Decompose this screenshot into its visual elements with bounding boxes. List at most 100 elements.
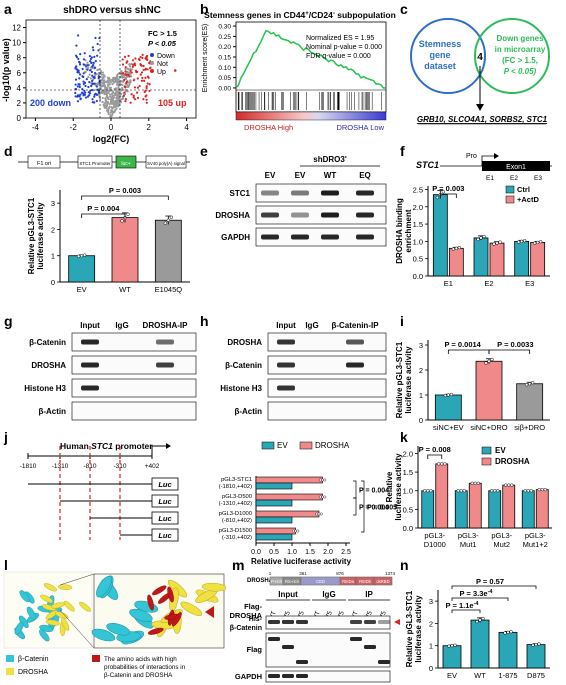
panel-letter-e: e <box>200 143 208 159</box>
blot-strip <box>71 378 197 398</box>
volcano-point-down <box>77 71 80 74</box>
volcano-point-not <box>119 98 122 101</box>
construct-polya-label: SV40 poly(A) signal <box>147 161 185 166</box>
data-point <box>493 489 497 493</box>
legend-up-dot <box>150 69 154 73</box>
p-value-label: P = 3.3e-4 <box>460 589 494 598</box>
significance-bracket <box>451 585 537 589</box>
y-axis-label-line: luciferase activity <box>404 346 413 414</box>
venn-left-line3: dataset <box>424 61 456 71</box>
volcano-point-not <box>115 87 118 90</box>
gsea-y-label: Enrichment score(ES) <box>202 24 209 92</box>
blot-band <box>156 339 174 345</box>
volcano-point-down <box>97 49 100 52</box>
volcano-point-not <box>101 100 104 104</box>
bar <box>502 484 516 529</box>
panel-h-western: Input IgG β-Catenin-IP DROSHA β-Catenin Histo… <box>220 321 387 421</box>
y-tick-label: 1 <box>429 642 433 651</box>
volcano-point-not <box>106 79 109 82</box>
construct-f1ori <box>27 155 61 169</box>
volcano-point-up <box>143 79 146 82</box>
volcano-point-down <box>74 87 77 91</box>
volcano-point-not <box>129 68 132 71</box>
volcano-point-not <box>88 73 91 76</box>
drosha-helix <box>43 583 57 592</box>
bar <box>434 394 462 421</box>
blot-row-label: His- <box>249 616 263 623</box>
promoter-position-label: -310 <box>113 463 126 470</box>
data-point <box>318 495 322 499</box>
structure-legend-aa-swatch <box>92 655 100 662</box>
volcano-point-up <box>134 57 137 60</box>
volcano-point-up <box>145 86 148 90</box>
panel-a-volcano: shDRO versus shNC FC > 1.5 P < 0.05 Down… <box>1 5 197 144</box>
data-point <box>435 195 439 200</box>
y-tick-label: 2 <box>419 366 423 375</box>
data-point <box>291 529 295 533</box>
data-point <box>437 462 441 466</box>
volcano-point-not <box>109 98 113 101</box>
construct-luc-box <box>151 528 179 542</box>
domain-label: RS-rich <box>285 579 300 584</box>
y-tick-label: 1 <box>51 252 55 261</box>
panel-letter-d: d <box>4 143 13 159</box>
j-x-tick-label: 1.5 <box>305 549 315 556</box>
volcano-point-not <box>127 68 130 71</box>
blot-band <box>156 362 174 368</box>
domain-label: CED <box>316 579 325 584</box>
blot-band <box>282 674 294 678</box>
volcano-point-down <box>89 60 92 63</box>
volcano-point-down <box>86 95 89 98</box>
data-point <box>540 487 544 492</box>
panel-letter-g: g <box>4 313 13 329</box>
volcano-point-up <box>125 61 128 64</box>
volcano-point-up <box>138 58 141 62</box>
volcano-point-not <box>105 107 108 110</box>
data-point <box>470 481 474 485</box>
volcano-point-not <box>100 73 103 76</box>
volcano-point-not <box>108 77 111 80</box>
volcano-point-up <box>148 61 151 65</box>
legend-label-ctrl: Ctrl <box>517 185 530 194</box>
p-value-label: P = 0.003 <box>432 184 464 193</box>
y-tick-label: 1 <box>419 391 423 400</box>
volcano-point-not <box>130 62 133 66</box>
j-title-pre: Human <box>60 441 91 451</box>
data-point <box>83 253 87 257</box>
blot-band <box>350 620 362 624</box>
significance-bracket <box>81 213 126 218</box>
data-point <box>475 619 479 624</box>
volcano-point-up <box>145 57 148 61</box>
blot-band <box>291 212 309 218</box>
volcano-point-down <box>78 61 81 64</box>
volcano-point-down <box>81 75 84 78</box>
volcano-point-down <box>88 81 91 84</box>
volcano-point-up <box>140 79 144 82</box>
blot-band <box>282 620 294 624</box>
j-x-tick-label: 1.0 <box>287 549 297 556</box>
p-value-label: P = 0.003 <box>109 186 141 195</box>
significance-bracket <box>361 480 365 533</box>
volcano-point-not <box>112 106 115 109</box>
bar <box>521 490 535 529</box>
blot-row-label: DROSHA <box>31 361 66 370</box>
western-m-blot: Flag-DROSHAInputIgGIPWT1-875D875WT1-875D… <box>229 590 400 683</box>
y-axis-label-line: Relative pGL3-STC1 <box>405 590 414 667</box>
volcano-point-down <box>98 79 101 83</box>
volcano-point-down <box>77 34 80 37</box>
western-h-lane-label: β-Catenin-IP <box>331 321 379 330</box>
volcano-point-down <box>90 61 93 64</box>
volcano-point-not <box>89 77 92 80</box>
western-e-shdro: shDRO3' <box>313 155 347 164</box>
volcano-point-down <box>82 92 85 95</box>
volcano-point-up <box>144 76 147 79</box>
structure-legend-drosha: DROSHA <box>18 669 48 676</box>
gsea-y-tick-label: 0.20 <box>218 44 231 51</box>
j-category-label: pGL3-D1500 <box>219 528 252 534</box>
venn-left-circle <box>410 18 486 94</box>
volcano-point-down <box>95 99 98 103</box>
volcano-point-down <box>84 84 87 88</box>
volcano-point-not <box>119 92 123 95</box>
volcano-point-down <box>93 55 96 58</box>
volcano-point-up <box>123 55 127 58</box>
